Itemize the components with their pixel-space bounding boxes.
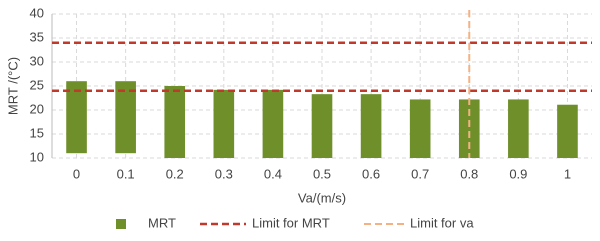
- x-tick-label: 0.3: [215, 166, 233, 181]
- legend-label: MRT: [148, 215, 176, 230]
- bar: [508, 99, 529, 158]
- bar: [262, 89, 284, 158]
- x-tick-label: 0.8: [460, 166, 478, 181]
- y-tick-label: 30: [30, 53, 44, 68]
- bar: [311, 94, 333, 158]
- bar: [66, 81, 87, 154]
- x-tick-label: 0: [73, 166, 80, 181]
- x-tick-label: 0.6: [362, 166, 380, 181]
- y-tick-label: 10: [30, 149, 44, 164]
- bar: [557, 104, 578, 158]
- bar: [409, 99, 431, 158]
- y-tick-label: 25: [30, 77, 44, 92]
- y-tick-label: 15: [30, 125, 44, 140]
- bar: [458, 99, 480, 158]
- bar: [213, 89, 235, 158]
- x-tick-label: 0.9: [509, 166, 527, 181]
- x-tick-label: 0.1: [117, 166, 135, 181]
- x-tick-label: 0.4: [264, 166, 282, 181]
- bar: [360, 94, 382, 158]
- y-axis-title: MRT /(°C): [5, 57, 20, 115]
- x-tick-label: 0.7: [411, 166, 429, 181]
- y-tick-label: 35: [30, 29, 44, 44]
- x-tick-label: 0.2: [166, 166, 184, 181]
- x-tick-label: 0.5: [313, 166, 331, 181]
- legend-swatch: [116, 219, 126, 229]
- legend-label: Limit for va: [410, 215, 474, 230]
- bar: [115, 81, 136, 154]
- bar: [164, 86, 186, 158]
- y-tick-label: 20: [30, 101, 44, 116]
- x-tick-label: 1: [564, 166, 571, 181]
- x-axis-title: Va/(m/s): [298, 190, 346, 205]
- y-tick-label: 40: [30, 5, 44, 20]
- legend-label: Limit for MRT: [252, 215, 330, 230]
